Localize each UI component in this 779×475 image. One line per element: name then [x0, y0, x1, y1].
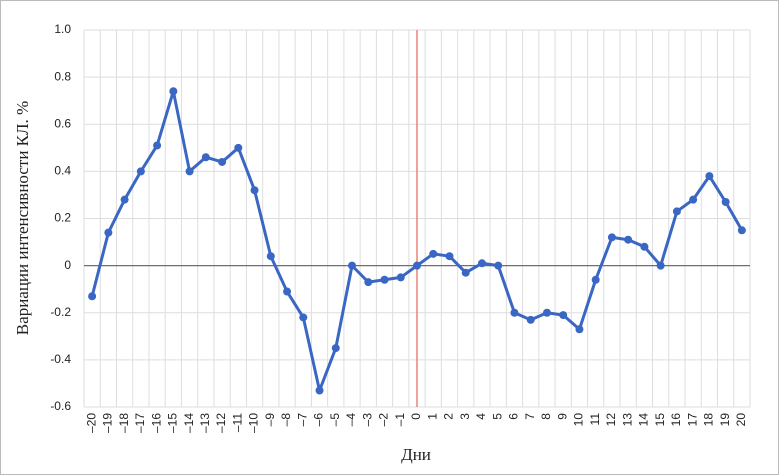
x-tick-label: 18 — [702, 413, 716, 427]
data-point — [364, 278, 373, 287]
x-tick-label: –11 — [230, 413, 244, 432]
y-tick-label: 0.6 — [54, 116, 71, 130]
x-tick-label: –12 — [214, 413, 228, 433]
y-axis-title: Вариации интенсивности КЛ. % — [13, 101, 32, 335]
data-point — [299, 313, 308, 322]
x-tick-label: –16 — [149, 413, 163, 433]
x-tick-label: 7 — [523, 413, 537, 420]
x-tick-label: –7 — [295, 413, 309, 427]
data-point — [737, 226, 746, 235]
data-point — [624, 235, 633, 244]
data-point — [88, 292, 97, 301]
x-tick-label: –17 — [133, 413, 147, 433]
x-tick-label: 6 — [507, 413, 521, 420]
data-point — [526, 315, 535, 324]
x-tick-label: 3 — [458, 413, 472, 420]
data-point — [461, 268, 470, 277]
data-point — [413, 261, 421, 270]
x-tick-label: 10 — [572, 413, 586, 427]
y-tick-label: -0.2 — [50, 305, 71, 319]
data-point — [591, 275, 600, 284]
data-point — [494, 261, 503, 270]
data-point — [120, 195, 129, 204]
x-tick-label: 11 — [588, 413, 602, 426]
x-tick-label: 16 — [669, 413, 683, 427]
y-tick-label: 0.8 — [54, 69, 71, 83]
x-tick-label: 20 — [734, 413, 748, 427]
data-point — [542, 308, 551, 317]
data-point — [136, 167, 145, 176]
y-tick-label: 0.2 — [54, 211, 71, 225]
x-tick-label: 1 — [425, 413, 439, 420]
data-point — [672, 207, 681, 216]
x-tick-label: –13 — [198, 413, 212, 433]
data-point — [705, 172, 714, 181]
x-tick-label: –6 — [312, 413, 326, 427]
x-tick-label: 17 — [685, 413, 699, 427]
x-tick-label: 5 — [490, 413, 504, 420]
data-point — [721, 198, 730, 207]
data-point — [218, 157, 227, 166]
x-tick-label: 14 — [637, 413, 651, 427]
x-axis-title: Дни — [401, 445, 431, 464]
x-tick-label: 4 — [474, 413, 488, 420]
data-point — [250, 186, 259, 195]
data-point — [201, 153, 210, 162]
data-point — [575, 325, 584, 334]
data-point — [169, 87, 178, 96]
data-point — [348, 261, 357, 270]
x-tick-label: 19 — [718, 413, 732, 427]
data-point — [234, 143, 243, 152]
x-tick-label: –8 — [279, 413, 293, 427]
y-tick-label: 0.4 — [54, 164, 71, 178]
x-tick-label: –10 — [247, 413, 261, 433]
x-tick-label: –3 — [360, 413, 374, 427]
data-point — [656, 261, 665, 270]
x-tick-label: –18 — [117, 413, 131, 433]
data-point — [283, 287, 292, 296]
data-point — [689, 195, 698, 204]
data-point — [445, 252, 454, 261]
x-tick-label: –20 — [84, 413, 98, 433]
data-point — [396, 273, 405, 282]
x-tick-label: –19 — [101, 413, 115, 433]
x-tick-label: –1 — [393, 413, 407, 427]
data-point — [153, 141, 162, 150]
x-tick-label: –4 — [344, 413, 358, 427]
x-tick-label: 2 — [442, 413, 456, 420]
x-tick-label: 8 — [539, 413, 553, 420]
y-tick-label: 0 — [64, 258, 71, 272]
x-tick-label: 0 — [409, 413, 423, 420]
data-point — [380, 275, 389, 284]
x-tick-label: 13 — [620, 413, 634, 427]
data-point — [315, 386, 324, 395]
x-tick-label: 15 — [653, 413, 667, 427]
data-point — [185, 167, 194, 176]
data-point — [477, 259, 486, 268]
data-point — [331, 344, 340, 353]
data-point — [607, 233, 616, 242]
x-tick-label: –9 — [263, 413, 277, 427]
data-point — [559, 311, 568, 320]
data-point — [104, 228, 113, 237]
y-tick-label: 1.0 — [54, 22, 71, 36]
x-tick-label: 12 — [604, 413, 618, 427]
x-tick-label: –15 — [166, 413, 180, 433]
x-tick-label: –2 — [377, 413, 391, 427]
data-point — [266, 252, 275, 261]
y-tick-label: -0.6 — [50, 399, 71, 413]
data-point — [640, 242, 649, 251]
x-tick-label: –14 — [182, 413, 196, 433]
x-tick-label: –5 — [328, 413, 342, 427]
y-tick-label: -0.4 — [50, 352, 71, 366]
data-point — [510, 308, 519, 317]
x-tick-label: 9 — [555, 413, 569, 420]
data-point — [429, 249, 438, 258]
